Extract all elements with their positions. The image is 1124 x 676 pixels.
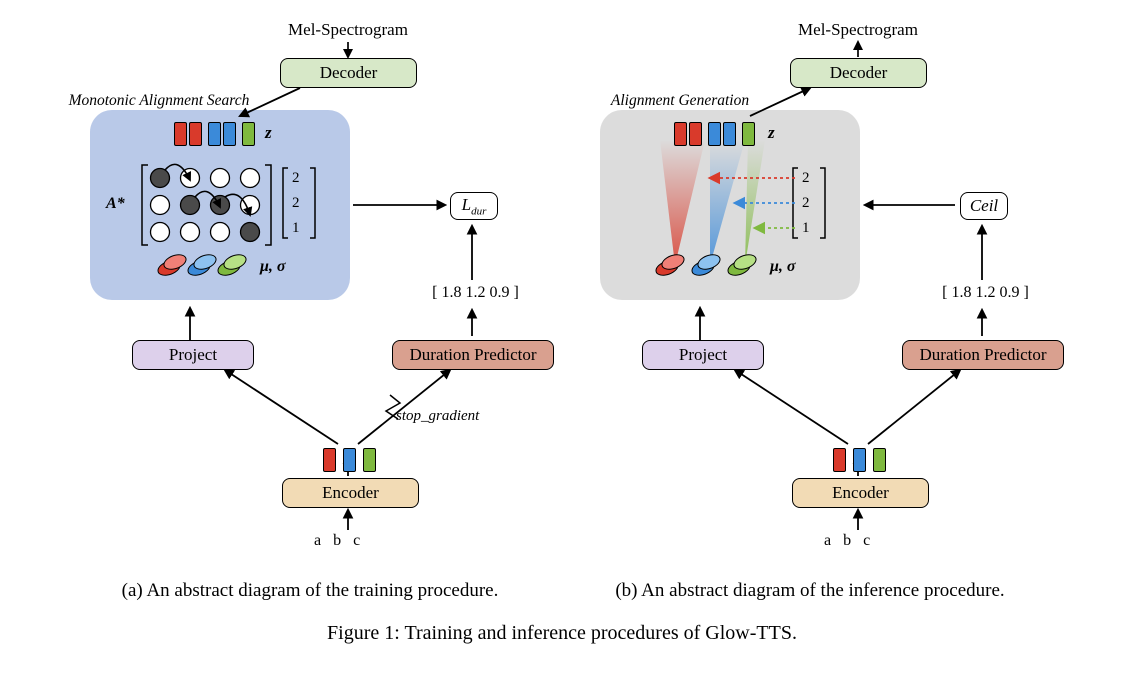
encoder-block-b: Encoder (792, 478, 929, 508)
panel-a: Mel-Spectrogram (70, 20, 550, 580)
vec221-1: 2 (292, 195, 300, 212)
duration-predictor-a: Duration Predictor (392, 340, 554, 370)
musigma-label: μ, σ (260, 258, 286, 276)
z-token (708, 122, 721, 146)
dur-values-b: [ 1.8 1.2 0.9 ] (918, 284, 1053, 302)
stop-gradient-label: stop_gradient (396, 408, 479, 425)
enc-token (323, 448, 336, 472)
caption-a: (a) An abstract diagram of the training … (80, 580, 540, 602)
z-label-b: z (768, 123, 775, 143)
z-label: z (265, 123, 272, 143)
A-star-label: A* (106, 195, 125, 213)
Ldur-sub: dur (471, 205, 486, 217)
z-token (742, 122, 755, 146)
z-token (674, 122, 687, 146)
project-block-a: Project (132, 340, 254, 370)
panel-b: Mel-Spectrogram (580, 20, 1060, 580)
chars-b: a b c (824, 532, 870, 550)
z-token (174, 122, 187, 146)
z-token (689, 122, 702, 146)
ceil-block: Ceil (960, 192, 1008, 220)
vec221b-1: 2 (802, 195, 810, 212)
enc-token (853, 448, 866, 472)
mas-label: Monotonic Alignment Search (54, 92, 264, 110)
vec221b-2: 1 (802, 220, 810, 237)
dur-values-a: [ 1.8 1.2 0.9 ] (408, 284, 543, 302)
align-gen-label: Alignment Generation (590, 92, 770, 110)
Ldur-block: Ldur (450, 192, 498, 220)
decoder-block-a: Decoder (280, 58, 417, 88)
enc-token (343, 448, 356, 472)
vec221-0: 2 (292, 170, 300, 187)
encoder-block-a: Encoder (282, 478, 419, 508)
vec221b-0: 2 (802, 170, 810, 187)
figure-root: Mel-Spectrogram (0, 0, 1124, 676)
z-token (223, 122, 236, 146)
Ldur-L: L (462, 195, 471, 214)
z-token (189, 122, 202, 146)
vec221-2: 1 (292, 220, 300, 237)
chars-a: a b c (314, 532, 360, 550)
z-token (723, 122, 736, 146)
musigma-label-b: μ, σ (770, 258, 796, 276)
z-token (208, 122, 221, 146)
duration-predictor-b: Duration Predictor (902, 340, 1064, 370)
enc-token (833, 448, 846, 472)
project-block-b: Project (642, 340, 764, 370)
z-token (242, 122, 255, 146)
enc-token (873, 448, 886, 472)
caption-b: (b) An abstract diagram of the inference… (570, 580, 1050, 602)
figure-caption: Figure 1: Training and inference procedu… (0, 622, 1124, 645)
decoder-block-b: Decoder (790, 58, 927, 88)
enc-token (363, 448, 376, 472)
